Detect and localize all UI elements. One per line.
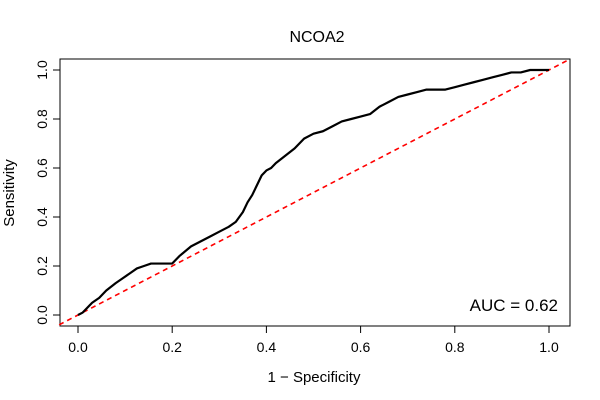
chance-diagonal-line — [58, 59, 569, 326]
x-tick-label: 0.2 — [162, 339, 182, 355]
x-tick-label: 0.6 — [351, 339, 371, 355]
roc-curve-line — [77, 68, 549, 316]
x-tick-label: 0.8 — [445, 339, 465, 355]
y-tick-label: 0.0 — [34, 305, 50, 325]
y-tick-label: 0.4 — [34, 207, 50, 227]
x-axis: 0.0 0.2 0.4 0.6 0.8 1.0 — [68, 325, 559, 355]
y-axis: 0.0 0.2 0.4 0.6 0.8 1.0 — [34, 60, 61, 325]
y-axis-title: Sensitivity — [1, 159, 18, 227]
y-tick-label: 0.8 — [34, 109, 50, 129]
x-tick-label: 0.0 — [68, 339, 88, 355]
y-tick-label: 1.0 — [34, 60, 50, 80]
x-tick-label: 1.0 — [539, 339, 559, 355]
x-tick-label: 0.4 — [257, 339, 277, 355]
auc-annotation: AUC = 0.62 — [470, 296, 558, 315]
x-axis-title: 1 − Specificity — [268, 369, 361, 386]
y-tick-label: 0.6 — [34, 158, 50, 178]
y-tick-label: 0.2 — [34, 256, 50, 276]
chart-title: NCOA2 — [289, 29, 344, 46]
